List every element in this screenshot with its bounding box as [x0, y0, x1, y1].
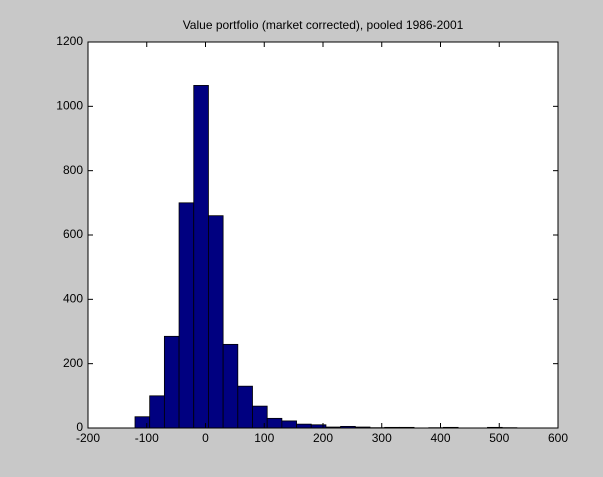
bar	[193, 85, 209, 429]
x-tick-label: 0	[202, 431, 209, 445]
y-tick-label: 800	[63, 163, 83, 177]
x-tick-label: 300	[372, 431, 392, 445]
x-tick-label: 400	[430, 431, 450, 445]
y-tick-label: 1000	[56, 99, 83, 113]
y-tick-label: 200	[63, 356, 83, 370]
x-tick-label: -100	[135, 431, 159, 445]
bar	[296, 423, 312, 429]
bar	[178, 202, 195, 429]
plot-area	[88, 42, 558, 428]
bar	[281, 420, 297, 429]
bar	[222, 343, 239, 429]
y-tick-label: 600	[63, 227, 83, 241]
bar	[163, 335, 180, 429]
bar	[252, 405, 268, 429]
y-tick-label: 1200	[56, 34, 83, 48]
y-tick-label: 400	[63, 292, 83, 306]
chart-title: Value portfolio (market corrected), pool…	[183, 18, 464, 32]
bar	[237, 385, 253, 429]
y-tick-label: 0	[76, 420, 83, 434]
bar	[266, 417, 283, 429]
x-tick-label: 100	[254, 431, 274, 445]
bar	[208, 215, 224, 429]
bar	[149, 395, 165, 429]
x-tick-label: 200	[313, 431, 333, 445]
bar	[134, 416, 151, 429]
x-tick-label: 500	[489, 431, 509, 445]
x-tick-label: 600	[548, 431, 568, 445]
x-tick-label: -200	[76, 431, 100, 445]
